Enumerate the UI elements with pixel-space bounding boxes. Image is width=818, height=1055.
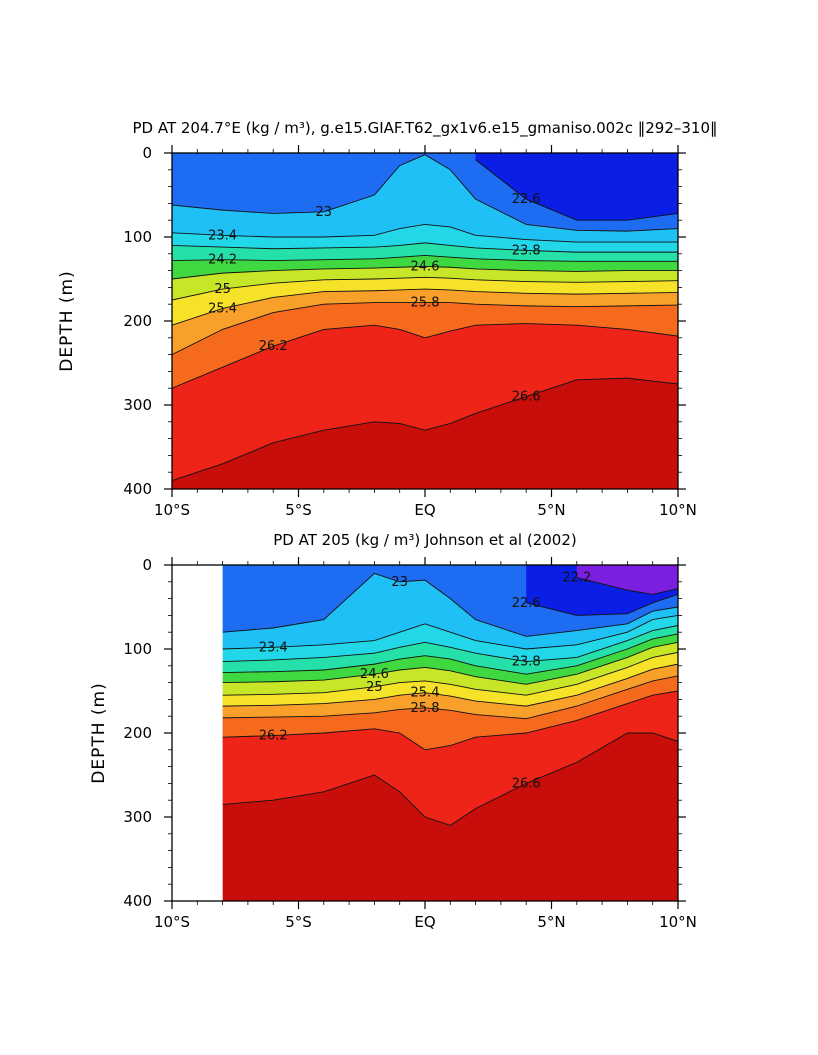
x-tick-label: 10°N [659,913,697,931]
y-tick-label: 200 [123,312,152,330]
y-tick-label: 200 [123,724,152,742]
x-tick-label: 10°S [154,501,190,519]
contour-line-22-2 [576,577,678,595]
y-tick-label: 400 [123,480,152,498]
contour-label: 23.4 [259,640,288,655]
contour-label: 23.4 [208,228,237,243]
axes: 10°S 5°S EQ 5°N 10°N 0 100 200 300 400 [123,144,697,519]
y-axis-label: DEPTH (m) [89,682,109,783]
y-axis-label: DEPTH (m) [57,270,77,371]
contour-lines [172,154,678,482]
contour-line-26-6 [172,377,678,482]
x-tick-label: 5°S [285,913,312,931]
y-tick-label: 0 [142,144,152,162]
contour-line-26-2 [222,690,678,751]
contour-line-24-6 [172,265,678,280]
density-band-22-6 [475,153,678,221]
contour-fill [172,153,678,489]
contour-line-24-2 [222,633,678,675]
contour-label: 24.2 [208,253,237,268]
contour-label: 26.6 [512,776,541,791]
contour-label: 22.2 [562,571,591,586]
contour-line-23-4 [222,614,678,650]
x-tick-label: 5°S [285,501,312,519]
contour-label: 25.4 [208,301,237,316]
contour-label: 26.2 [259,339,288,354]
contour-fill [222,565,678,901]
contour-line-25-0 [172,276,678,301]
y-tick-label: 300 [123,808,152,826]
contour-line-23-0 [222,572,678,637]
contour-line-25-8 [222,675,678,720]
contour-line-25-4 [172,288,678,326]
contour-line-25-0 [222,651,678,696]
contour-label: 25.8 [411,296,440,311]
contour-label: 22.6 [512,192,541,207]
y-tick-label: 300 [123,396,152,414]
contour-line-25-8 [172,302,678,356]
x-tick-label: 5°N [537,913,565,931]
contour-line-26-6 [222,732,678,826]
x-tick-label: 10°N [659,501,697,519]
x-tick-label: 10°S [154,913,190,931]
contour-labels: 23 22.6 23.4 23.8 24.2 24.6 25 25.4 25.8 26.2 26.6 [208,192,541,404]
contour-line-26-2 [172,323,678,389]
contour-label: 22.6 [512,596,541,611]
contour-label: 23.8 [512,655,541,670]
contour-label: 23 [316,205,333,220]
contour-label: 25 [214,282,231,297]
contour-line-24-6 [222,641,678,685]
contour-label: 23.8 [512,243,541,258]
contour-label: 26.6 [512,390,541,405]
y-tick-label: 100 [123,640,152,658]
panel-model: PD AT 204.7°E (kg / m³), g.e15.GIAF.T62_… [57,119,718,519]
contour-line-23-8 [222,625,678,663]
x-tick-label: 5°N [537,501,565,519]
contour-lines [172,565,678,901]
x-tick-label: EQ [414,913,435,931]
contour-label: 24.6 [411,259,440,274]
panel-title: PD AT 205 (kg / m³) Johnson et al (2002) [273,531,576,549]
axes: 10°S 5°S EQ 5°N 10°N 0 100 200 300 400 [123,556,697,931]
contour-line-24-2 [172,255,678,262]
contour-labels: 23 22.2 22.6 23.4 23.8 24.625 25.425.8 26.2 26.6 [259,571,592,792]
density-band-22-2 [576,565,678,595]
contour-label: 24.6 [360,667,389,682]
contour-label: 25 [366,680,383,695]
contour-line-23-8 [172,242,678,253]
contour-line-23-0 [172,154,678,232]
contour-label: 25.4 [411,686,440,701]
contour-line-22-6 [526,593,678,616]
y-tick-label: 0 [142,556,152,574]
contour-label: 23 [391,575,408,590]
x-tick-label: EQ [414,501,435,519]
contour-line-23-4 [172,223,678,243]
y-tick-label: 400 [123,892,152,910]
contour-label: 26.2 [259,729,288,744]
contour-label: 25.8 [411,701,440,716]
panel-title: PD AT 204.7°E (kg / m³), g.e15.GIAF.T62_… [132,119,717,138]
y-tick-label: 100 [123,228,152,246]
contour-line-22-6 [475,159,678,221]
no-data-region [172,565,223,901]
panel-observations: PD AT 205 (kg / m³) Johnson et al (2002)… [89,531,697,931]
contour-line-25-4 [222,663,678,707]
